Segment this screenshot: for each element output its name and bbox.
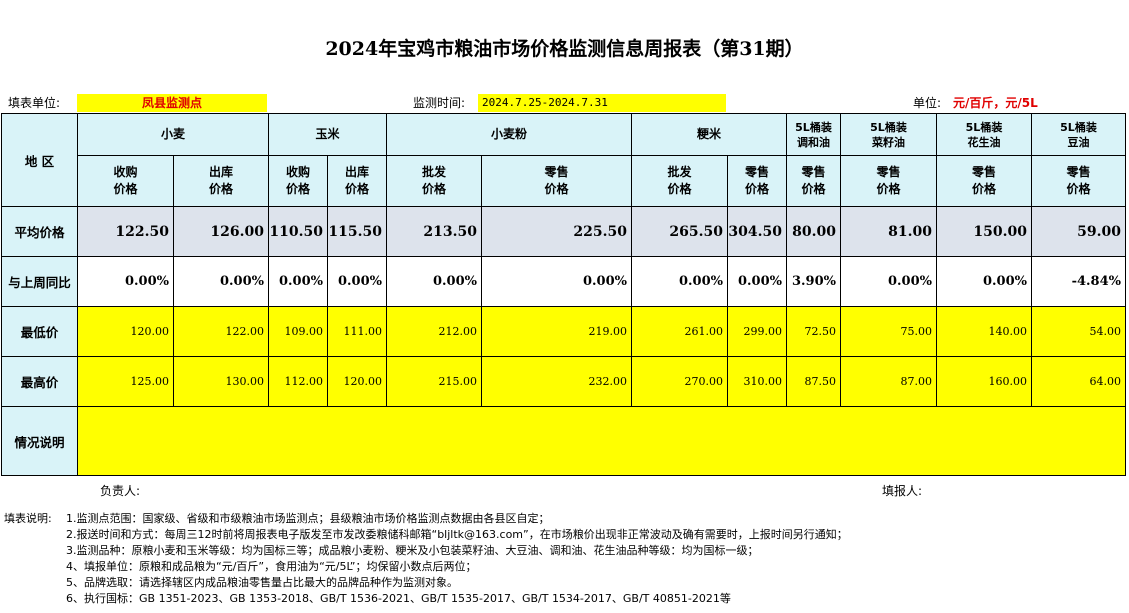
group-wheat: 小麦 bbox=[77, 113, 269, 156]
subheader-soy-oil-retail: 零售 价格 bbox=[1031, 155, 1126, 207]
min-price-cell[interactable]: 219.00 bbox=[481, 306, 632, 357]
measure-value: 元/百斤，元/5L bbox=[953, 96, 1038, 110]
period-label: 监测时间: bbox=[413, 96, 466, 110]
table-row-min: 最低价 120.00 122.00 109.00 111.00 212.00 2… bbox=[1, 306, 1126, 357]
min-price-cell[interactable]: 75.00 bbox=[840, 306, 937, 357]
notes-cell[interactable] bbox=[77, 406, 1126, 476]
responsible-label: 负责人: bbox=[100, 484, 141, 498]
min-price-cell[interactable]: 299.00 bbox=[727, 306, 787, 357]
group-soy-oil: 5L桶装 豆油 bbox=[1031, 113, 1126, 156]
table-row-change: 与上周同比 0.00% 0.00% 0.00% 0.00% 0.00% 0.00… bbox=[1, 256, 1126, 307]
change-cell: 0.00% bbox=[173, 256, 269, 307]
avg-cell: 225.50 bbox=[481, 206, 632, 257]
max-price-cell[interactable]: 87.50 bbox=[786, 356, 841, 407]
note-item: 4、填报单位：原粮和成品粮为“元/百斤”，食用油为“元/5L”；均保留小数点后两… bbox=[66, 560, 477, 573]
row-label-max: 最高价 bbox=[1, 356, 78, 407]
subheader-rice-wholesale: 批发 价格 bbox=[631, 155, 728, 207]
avg-cell: 213.50 bbox=[386, 206, 482, 257]
subheader-rapeseed-oil-retail: 零售 价格 bbox=[840, 155, 937, 207]
min-price-cell[interactable]: 72.50 bbox=[786, 306, 841, 357]
max-price-cell[interactable]: 87.00 bbox=[840, 356, 937, 407]
note-item: 2.报送时间和方式：每周三12时前将周报表电子版发至市发改委粮储科邮箱“bljl… bbox=[66, 528, 848, 541]
avg-cell: 59.00 bbox=[1031, 206, 1126, 257]
subheader-flour-retail: 零售 价格 bbox=[481, 155, 632, 207]
subheader-peanut-oil-retail: 零售 价格 bbox=[936, 155, 1032, 207]
subheader-wheat-buy: 收购 价格 bbox=[77, 155, 174, 207]
avg-cell: 80.00 bbox=[786, 206, 841, 257]
period-value[interactable]: 2024.7.25-2024.7.31 bbox=[478, 94, 726, 112]
note-item: 3.监测品种：原粮小麦和玉米等级：均为国标三等；成品粮小麦粉、粳米及小包装菜籽油… bbox=[66, 544, 759, 557]
subheader-corn-buy: 收购 价格 bbox=[268, 155, 328, 207]
notes-heading: 填表说明: bbox=[4, 512, 52, 525]
change-cell: -4.84% bbox=[1031, 256, 1126, 307]
min-price-cell[interactable]: 111.00 bbox=[327, 306, 387, 357]
row-label-change: 与上周同比 bbox=[1, 256, 78, 307]
note-item: 5、品牌选取：请选择辖区内成品粮油零售量占比最大的品牌品种作为监测对象。 bbox=[66, 576, 458, 589]
avg-cell: 115.50 bbox=[327, 206, 387, 257]
table-row-notes: 情况说明 bbox=[1, 406, 1126, 476]
max-price-cell[interactable]: 64.00 bbox=[1031, 356, 1126, 407]
report-title: 2024年宝鸡市粮油市场价格监测信息周报表（第31期） bbox=[325, 38, 804, 60]
change-cell: 0.00% bbox=[481, 256, 632, 307]
unit-value[interactable]: 凤县监测点 bbox=[77, 94, 267, 112]
subheader-blend-oil-retail: 零售 价格 bbox=[786, 155, 841, 207]
region-header: 地 区 bbox=[1, 113, 78, 207]
row-label-average: 平均价格 bbox=[1, 206, 78, 257]
price-table: 地 区 小麦 玉米 小麦粉 粳米 5L桶装 调和油 5L桶装 菜籽油 5L桶装 … bbox=[1, 113, 1126, 476]
group-flour: 小麦粉 bbox=[386, 113, 632, 156]
avg-cell: 126.00 bbox=[173, 206, 269, 257]
row-label-notes: 情况说明 bbox=[1, 406, 78, 476]
group-blend-oil: 5L桶装 调和油 bbox=[786, 113, 841, 156]
min-price-cell[interactable]: 140.00 bbox=[936, 306, 1032, 357]
max-price-cell[interactable]: 215.00 bbox=[386, 356, 482, 407]
subheader-rice-retail: 零售 价格 bbox=[727, 155, 787, 207]
note-item: 6、执行国标：GB 1351-2023、GB 1353-2018、GB/T 15… bbox=[66, 592, 731, 605]
group-rice: 粳米 bbox=[631, 113, 787, 156]
max-price-cell[interactable]: 310.00 bbox=[727, 356, 787, 407]
change-cell: 0.00% bbox=[727, 256, 787, 307]
min-price-cell[interactable]: 122.00 bbox=[173, 306, 269, 357]
max-price-cell[interactable]: 160.00 bbox=[936, 356, 1032, 407]
avg-cell: 122.50 bbox=[77, 206, 174, 257]
subheader-corn-out: 出库 价格 bbox=[327, 155, 387, 207]
avg-cell: 265.50 bbox=[631, 206, 728, 257]
avg-cell: 304.50 bbox=[727, 206, 787, 257]
max-price-cell[interactable]: 270.00 bbox=[631, 356, 728, 407]
change-cell: 0.00% bbox=[840, 256, 937, 307]
measure-label: 单位: bbox=[913, 96, 942, 110]
table-row-average: 平均价格 122.50 126.00 110.50 115.50 213.50 … bbox=[1, 206, 1126, 257]
row-label-min: 最低价 bbox=[1, 306, 78, 357]
change-cell: 0.00% bbox=[386, 256, 482, 307]
min-price-cell[interactable]: 120.00 bbox=[77, 306, 174, 357]
min-price-cell[interactable]: 261.00 bbox=[631, 306, 728, 357]
table-row-max: 最高价 125.00 130.00 112.00 120.00 215.00 2… bbox=[1, 356, 1126, 407]
subheader-wheat-out: 出库 价格 bbox=[173, 155, 269, 207]
min-price-cell[interactable]: 54.00 bbox=[1031, 306, 1126, 357]
change-cell: 0.00% bbox=[631, 256, 728, 307]
avg-cell: 110.50 bbox=[268, 206, 328, 257]
avg-cell: 150.00 bbox=[936, 206, 1032, 257]
avg-cell: 81.00 bbox=[840, 206, 937, 257]
max-price-cell[interactable]: 125.00 bbox=[77, 356, 174, 407]
max-price-cell[interactable]: 232.00 bbox=[481, 356, 632, 407]
change-cell: 0.00% bbox=[936, 256, 1032, 307]
group-rapeseed-oil: 5L桶装 菜籽油 bbox=[840, 113, 937, 156]
subheader-flour-wholesale: 批发 价格 bbox=[386, 155, 482, 207]
unit-label: 填表单位: bbox=[8, 96, 61, 110]
max-price-cell[interactable]: 112.00 bbox=[268, 356, 328, 407]
group-peanut-oil: 5L桶装 花生油 bbox=[936, 113, 1032, 156]
change-cell: 0.00% bbox=[327, 256, 387, 307]
change-cell: 3.90% bbox=[786, 256, 841, 307]
min-price-cell[interactable]: 109.00 bbox=[268, 306, 328, 357]
max-price-cell[interactable]: 120.00 bbox=[327, 356, 387, 407]
min-price-cell[interactable]: 212.00 bbox=[386, 306, 482, 357]
max-price-cell[interactable]: 130.00 bbox=[173, 356, 269, 407]
change-cell: 0.00% bbox=[77, 256, 174, 307]
change-cell: 0.00% bbox=[268, 256, 328, 307]
group-corn: 玉米 bbox=[268, 113, 387, 156]
note-item: 1.监测点范围：国家级、省级和市级粮油市场监测点；县级粮油市场价格监测点数据由各… bbox=[66, 512, 550, 525]
filler-label: 填报人: bbox=[882, 484, 923, 498]
